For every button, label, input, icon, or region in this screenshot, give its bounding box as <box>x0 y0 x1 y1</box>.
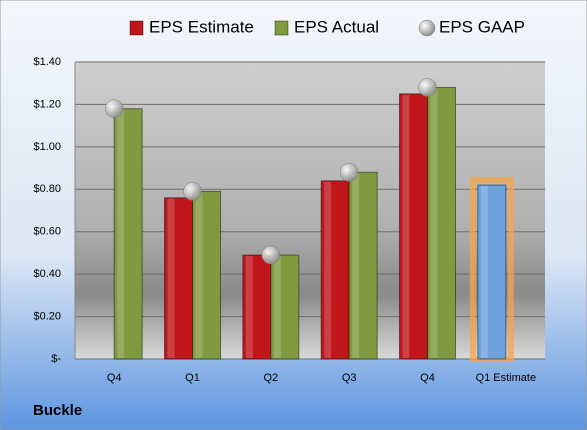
x-tick-label: Q2 <box>263 372 278 384</box>
legend-marker <box>418 19 436 37</box>
gaap-marker <box>104 99 124 118</box>
bar-shine <box>167 198 175 358</box>
legend-label: EPS Estimate <box>149 17 254 36</box>
y-tick-label: $- <box>51 353 61 365</box>
bar <box>113 108 143 360</box>
y-tick-label: $1.00 <box>33 141 61 153</box>
x-tick-label: Q3 <box>342 372 357 384</box>
y-tick-label: $0.40 <box>33 268 61 280</box>
bar <box>270 254 300 360</box>
bar-shine <box>402 94 410 359</box>
bar <box>477 184 507 360</box>
plot-area <box>75 62 545 359</box>
bar-shine <box>245 256 253 358</box>
x-tick-label: Q1 <box>185 372 200 384</box>
bar-shine <box>430 88 438 358</box>
x-tick-label: Q1 Estimate <box>476 372 537 384</box>
bar-shine <box>324 181 332 358</box>
x-tick-label: Q4 <box>420 372 435 384</box>
bar-shine <box>480 186 488 358</box>
gaap-marker <box>183 182 202 201</box>
bar <box>164 197 193 360</box>
bar <box>348 171 378 360</box>
y-tick-label: $0.20 <box>33 310 61 322</box>
y-tick-label: $0.80 <box>33 183 61 195</box>
legend-marker <box>274 20 289 36</box>
bar <box>399 93 428 360</box>
bar-shine <box>195 192 203 358</box>
y-tick-label: $0.60 <box>33 226 61 238</box>
bar-shine <box>117 109 125 359</box>
bar <box>192 190 221 360</box>
legend-label: EPS GAAP <box>439 17 525 36</box>
y-tick-label: $1.20 <box>33 98 61 110</box>
company-name: Buckle <box>33 402 82 419</box>
gaap-marker <box>339 163 359 182</box>
x-tick-label: Q4 <box>107 372 122 384</box>
legend-label: EPS Actual <box>294 17 379 36</box>
bar-shine <box>352 173 360 358</box>
bar <box>242 254 272 360</box>
gaap-marker <box>261 245 281 265</box>
bar <box>320 180 350 360</box>
y-tick-label: $1.40 <box>33 56 61 68</box>
gaap-marker <box>418 78 437 97</box>
legend: EPS Estimate EPS Actual EPS GAAP <box>129 17 525 37</box>
bar <box>427 86 456 360</box>
bar-shine <box>273 256 281 358</box>
legend-marker <box>129 20 144 36</box>
